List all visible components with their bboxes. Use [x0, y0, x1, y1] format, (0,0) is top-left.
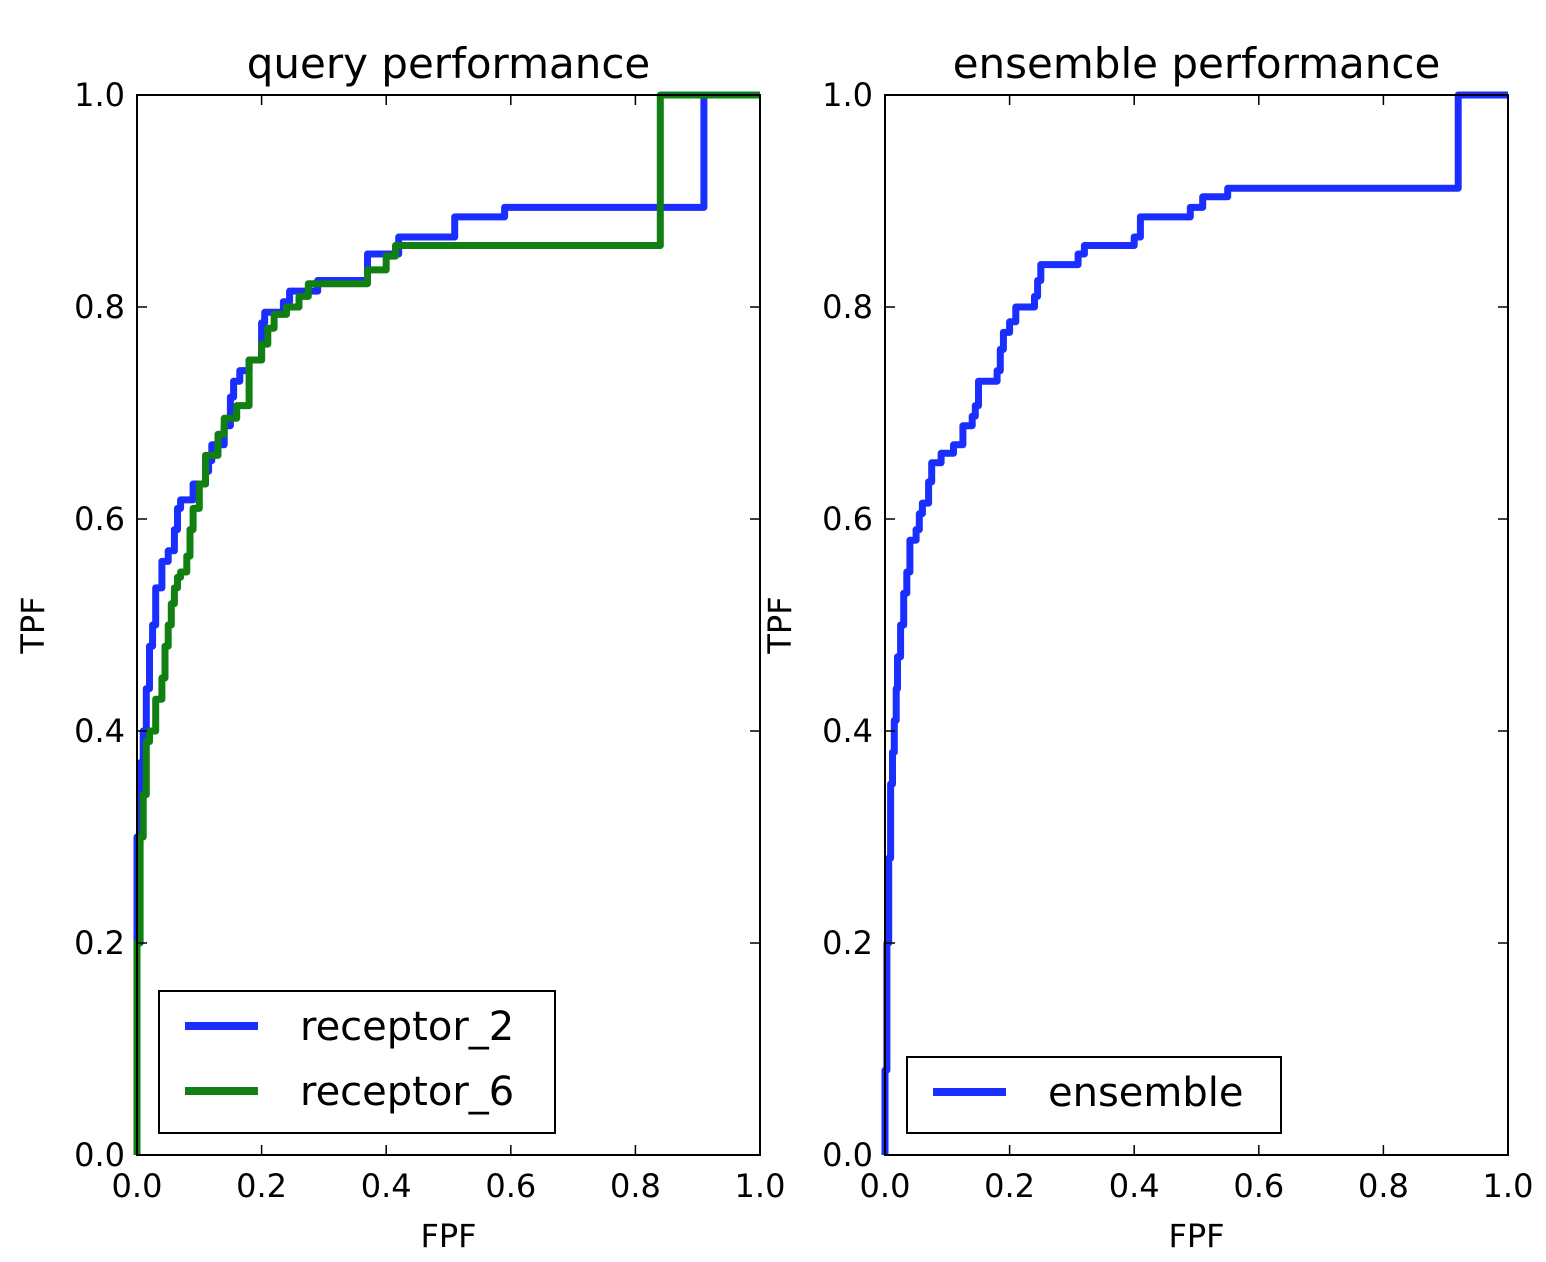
right-series-layer	[881, 91, 1508, 1155]
series-line-ensemble	[881, 91, 1508, 1155]
right-y-tick-label: 0.4	[822, 712, 873, 750]
left-x-tick-label: 0.8	[610, 1167, 661, 1205]
left-y-axis-label: TPF	[14, 596, 52, 654]
right-panel: 0.0 0.2 0.4 0.6 0.8 1.0 0.0 0.2 0.4 0.6 0.8 1.0 ens…	[761, 39, 1533, 1255]
series-line-receptor_6	[133, 91, 760, 1155]
left-series-layer	[133, 91, 760, 1155]
left-ticks-layer: 0.0 0.2 0.4 0.6 0.8 1.0 0.0 0.2 0.4 0.6 0.8 1.0	[74, 76, 785, 1205]
right-ticks-layer: 0.0 0.2 0.4 0.6 0.8 1.0 0.0 0.2 0.4 0.6 0.8 1.0	[822, 76, 1533, 1205]
right-x-tick-label: 0.2	[984, 1167, 1035, 1205]
left-panel: 0.0 0.2 0.4 0.6 0.8 1.0 0.0 0.2 0.4 0.6 0.8 1.0 que…	[14, 39, 785, 1255]
left-legend: receptor_2 receptor_6	[158, 990, 556, 1134]
right-x-tick-label: 0.0	[860, 1167, 911, 1205]
right-y-tick-label: 0.2	[822, 924, 873, 962]
left-title: query performance	[247, 39, 651, 88]
right-title: ensemble performance	[953, 39, 1441, 88]
left-legend-box	[158, 990, 556, 1134]
left-y-tick-label: 0.4	[74, 712, 125, 750]
right-y-tick-label: 0.8	[822, 288, 873, 326]
right-x-tick-label: 0.4	[1109, 1167, 1160, 1205]
right-x-tick-label: 0.8	[1358, 1167, 1409, 1205]
left-y-tick-label: 0.6	[74, 500, 125, 538]
right-y-tick-label: 0.6	[822, 500, 873, 538]
left-x-tick-label: 1.0	[735, 1167, 786, 1205]
right-axes-frame	[884, 94, 1509, 1156]
legend-label-ensemble: ensemble	[1048, 1070, 1244, 1116]
left-axes-frame	[136, 94, 761, 1156]
right-y-tick-label: 1.0	[822, 76, 873, 114]
right-x-axis-label: FPF	[1168, 1217, 1224, 1255]
left-x-tick-label: 0.0	[112, 1167, 163, 1205]
legend-label-receptor_2: receptor_2	[300, 1004, 514, 1050]
left-y-tick-label: 0.2	[74, 924, 125, 962]
right-legend: ensemble	[906, 1056, 1282, 1134]
left-x-tick-label: 0.2	[236, 1167, 287, 1205]
right-x-tick-label: 0.6	[1233, 1167, 1284, 1205]
right-y-axis-label: TPF	[761, 596, 799, 654]
left-y-tick-label: 1.0	[74, 76, 125, 114]
left-x-tick-label: 0.6	[485, 1167, 536, 1205]
left-y-tick-label: 0.8	[74, 288, 125, 326]
left-y-tick-label: 0.0	[74, 1136, 125, 1174]
legend-label-receptor_6: receptor_6	[300, 1069, 514, 1115]
left-x-tick-label: 0.4	[361, 1167, 412, 1205]
right-x-tick-label: 1.0	[1483, 1167, 1534, 1205]
left-x-axis-label: FPF	[420, 1217, 476, 1255]
right-y-tick-label: 0.0	[822, 1136, 873, 1174]
